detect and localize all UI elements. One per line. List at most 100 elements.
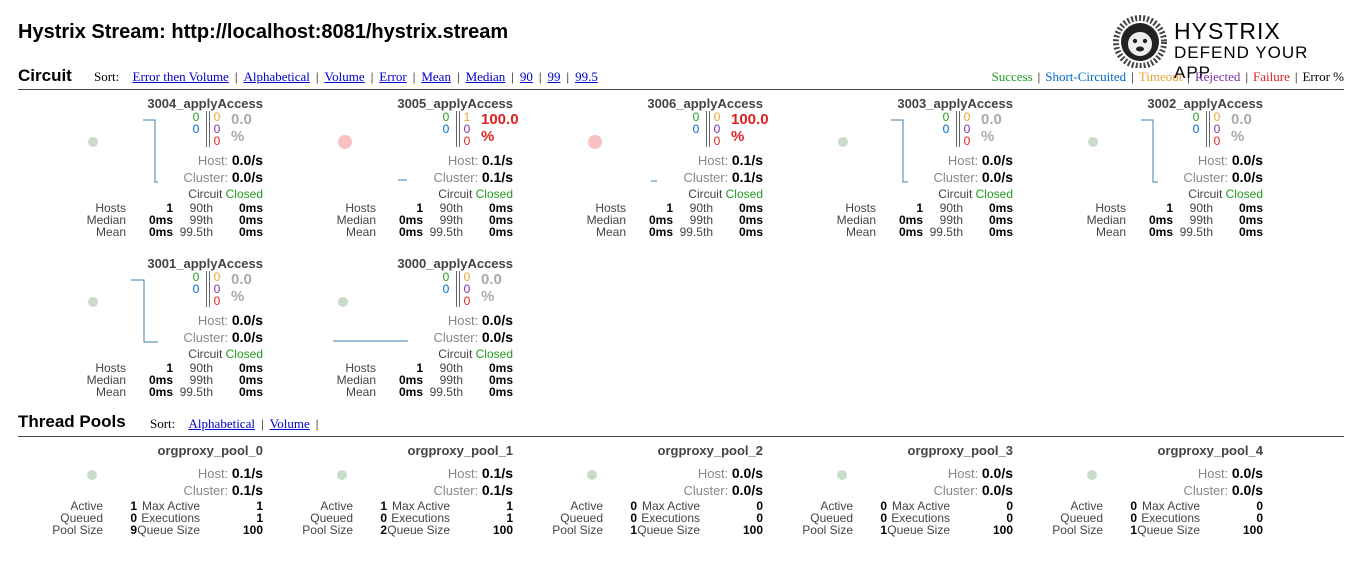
count-divider [1206, 111, 1207, 147]
sort-link-alphabetical[interactable]: Alphabetical [188, 416, 255, 431]
sort-link-volume[interactable]: Volume [269, 416, 310, 431]
circuit-status: Circuit Closed [688, 187, 763, 201]
sort-label: Sort: [94, 69, 120, 84]
count-divider [206, 111, 207, 147]
sort-separator: | [370, 69, 374, 84]
circuit-name: 3002_applyAccess [1147, 96, 1263, 111]
thread-pool-card: orgproxy_pool_2 Host: 0.0/s Cluster: 0.0/s… [513, 439, 763, 539]
stat-value: 0ms [648, 225, 673, 239]
pool-stat-value: 1 [506, 499, 513, 513]
pool-stat-value: 100 [742, 523, 763, 537]
pool-stat-value: 2 [380, 523, 387, 537]
stat-label: Hosts [95, 201, 126, 215]
pool-stat-label: Max Active [1141, 499, 1200, 513]
pool-stat-value: 0 [1130, 499, 1137, 513]
timeout-count: 0 [463, 270, 471, 284]
percentile-label: 90th [689, 201, 713, 215]
pool-stat-value: 0 [880, 511, 887, 525]
sort-link-99[interactable]: 99 [547, 69, 561, 84]
sort-separator: | [234, 69, 238, 84]
pool-stat-value: 0 [630, 499, 637, 513]
circuit-status: Circuit Closed [438, 347, 513, 361]
stat-label: Median [336, 373, 376, 387]
failure-count: 0 [463, 134, 471, 148]
circuit-status-value: Closed [975, 187, 1013, 201]
circuit-name: 3003_applyAccess [897, 96, 1013, 111]
cluster-rate-label: Cluster: [1183, 170, 1232, 185]
stat-label: Hosts [1095, 201, 1126, 215]
rejected-count: 0 [713, 122, 721, 136]
host-rate-label: Host: [197, 313, 232, 328]
pool-stat-value: 1 [380, 499, 387, 513]
host-rate: Host: 0.0/s [448, 312, 513, 328]
sort-link-error[interactable]: Error [379, 69, 407, 84]
legend-separator: | [1131, 69, 1134, 84]
pool-health-circle [87, 470, 97, 480]
sort-link-volume[interactable]: Volume [324, 69, 365, 84]
sparkline-path [143, 119, 158, 183]
error-percentage: 0.0 % [231, 111, 252, 145]
sort-separator: | [315, 416, 319, 431]
pool-stat-label: Pool Size [1052, 523, 1103, 537]
sort-link-median[interactable]: Median [465, 69, 506, 84]
pool-stat-value: 1 [630, 523, 637, 537]
stat-value: 1 [1166, 201, 1173, 215]
error-percentage: 0.0 % [981, 111, 1002, 145]
circuit-heading: Circuit [18, 66, 72, 85]
error-percentage: 100.0 % [481, 111, 519, 145]
rejected-count: 0 [213, 282, 221, 296]
pool-host-value: 0.1/s [481, 465, 513, 481]
rate-sparkline [398, 179, 407, 181]
percentile-value: 0ms [988, 225, 1013, 239]
percentile-value: 0ms [488, 361, 513, 375]
sort-link-90[interactable]: 90 [519, 69, 533, 84]
percentile-value: 0ms [238, 201, 263, 215]
host-rate-value: 0.1/s [481, 152, 513, 168]
cluster-rate: Cluster: 0.0/s [933, 169, 1013, 185]
pool-stat-label: Active [570, 499, 603, 513]
sort-link-99-5[interactable]: 99.5 [575, 69, 598, 84]
pool-stat-label: Queued [560, 511, 603, 525]
sort-separator: | [511, 69, 514, 84]
short-circuited-count: 0 [192, 122, 200, 136]
rate-sparkline [131, 279, 158, 343]
percentile-label: 99.5th [929, 225, 963, 239]
sparkline-path [1141, 119, 1158, 183]
pool-stat-value: 100 [492, 523, 513, 537]
sort-separator: | [566, 69, 570, 84]
rate-sparkline [143, 119, 158, 183]
circuit-status-label: Circuit [1188, 187, 1226, 201]
percentile-value: 0ms [738, 225, 763, 239]
sort-link-alphabetical[interactable]: Alphabetical [243, 69, 310, 84]
percentile-value: 0ms [238, 385, 263, 399]
timeout-count: 0 [213, 270, 221, 284]
sort-link-mean[interactable]: Mean [421, 69, 451, 84]
pool-stat-label: Pool Size [552, 523, 603, 537]
percentile-label: 99th [689, 213, 713, 227]
pool-host-value: 0.0/s [1231, 465, 1263, 481]
legend-separator: | [1294, 69, 1298, 84]
count-divider [456, 111, 457, 147]
sort-link-error-then-volume[interactable]: Error then Volume [132, 69, 229, 84]
circuit-sort-bar: Sort: Error then Volume | Alphabetical | Vol… [94, 69, 598, 85]
legend-success: Success [991, 69, 1033, 84]
pool-health-circle [1087, 470, 1097, 480]
stat-value: 0ms [898, 213, 923, 227]
circuit-status: Circuit Closed [938, 187, 1013, 201]
stat-label: Median [836, 213, 876, 227]
failure-count: 0 [713, 134, 721, 148]
stat-value: 0ms [148, 213, 173, 227]
health-circle [588, 135, 602, 149]
percentile-value: 0ms [238, 225, 263, 239]
pool-host-label: Host: [1197, 466, 1232, 481]
pool-cluster-label: Cluster: [433, 483, 482, 498]
percentile-label: 90th [939, 201, 963, 215]
stat-label: Hosts [95, 361, 126, 375]
host-rate: Host: 0.0/s [198, 312, 263, 328]
percentile-value: 0ms [738, 213, 763, 227]
